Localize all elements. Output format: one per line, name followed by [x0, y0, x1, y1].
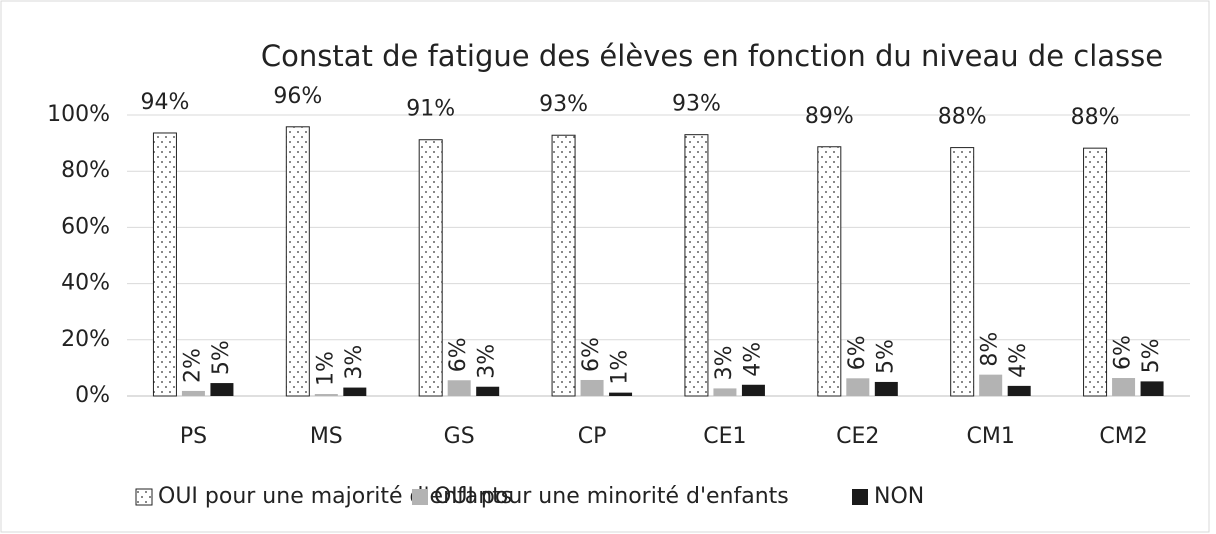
data-label: 91%: [406, 97, 455, 122]
x-tick-label: CM2: [1099, 424, 1147, 449]
legend-label: NON: [874, 484, 924, 509]
y-tick-label: 100%: [47, 102, 110, 127]
bar: [1112, 378, 1136, 396]
chart-title: Constat de fatigue des élèves en fonctio…: [261, 39, 1163, 73]
data-label: 3%: [342, 345, 367, 380]
data-label: 6%: [579, 337, 604, 372]
bar: [874, 381, 898, 396]
legend-label: OUI pour une minorité d'enfants: [434, 484, 789, 509]
bar: [551, 134, 576, 397]
data-label: 5%: [873, 339, 898, 374]
legend-swatch: [412, 489, 428, 505]
bar: [1083, 147, 1108, 397]
bar: [950, 147, 975, 397]
y-tick-label: 80%: [61, 158, 110, 183]
data-label: 2%: [180, 348, 205, 383]
data-label: 1%: [313, 351, 338, 386]
data-label: 4%: [1006, 343, 1031, 378]
data-label: 89%: [805, 104, 854, 129]
y-tick-label: 40%: [61, 271, 110, 296]
y-tick-label: 60%: [61, 214, 110, 239]
bar: [447, 380, 471, 396]
data-label: 88%: [938, 105, 987, 130]
data-label: 6%: [446, 337, 471, 372]
bar: [181, 390, 205, 396]
bar: [418, 139, 443, 397]
bar: [1007, 385, 1031, 396]
data-label: 93%: [672, 92, 721, 117]
bar: [152, 132, 177, 397]
x-tick-label: CE1: [703, 424, 746, 449]
data-label: 3%: [712, 346, 737, 381]
bar: [476, 386, 500, 396]
data-label: 6%: [1111, 335, 1136, 370]
bar: [979, 374, 1003, 396]
bar: [684, 134, 709, 397]
data-label: 94%: [140, 90, 189, 115]
bar: [846, 378, 870, 396]
data-label: 5%: [209, 340, 234, 375]
bar: [210, 383, 234, 396]
data-label: 93%: [539, 92, 588, 117]
y-tick-label: 20%: [61, 327, 110, 352]
bar: [713, 388, 737, 396]
bar: [343, 387, 367, 396]
legend-label: OUI pour une majorité d'enfants: [158, 484, 512, 509]
data-label: 6%: [845, 335, 870, 370]
data-label: 96%: [273, 84, 322, 109]
data-label: 1%: [608, 350, 633, 385]
bar: [314, 394, 338, 396]
data-label: 3%: [475, 344, 500, 379]
x-tick-label: CE2: [836, 424, 879, 449]
x-tick-label: CP: [578, 424, 607, 449]
bar: [580, 379, 604, 396]
x-tick-label: CM1: [967, 424, 1015, 449]
bar: [1140, 381, 1164, 396]
bar: [285, 126, 310, 397]
x-tick-label: MS: [310, 424, 343, 449]
bar: [609, 392, 633, 396]
data-label: 8%: [978, 332, 1003, 367]
legend-swatch: [135, 488, 153, 506]
bar: [741, 384, 765, 396]
data-label: 5%: [1139, 338, 1164, 373]
x-tick-label: GS: [444, 424, 475, 449]
bar: [817, 146, 842, 397]
legend-swatch: [852, 489, 868, 505]
x-tick-label: PS: [180, 424, 207, 449]
data-label: 88%: [1071, 105, 1120, 130]
y-tick-label: 0%: [75, 383, 110, 408]
data-label: 4%: [740, 342, 765, 377]
